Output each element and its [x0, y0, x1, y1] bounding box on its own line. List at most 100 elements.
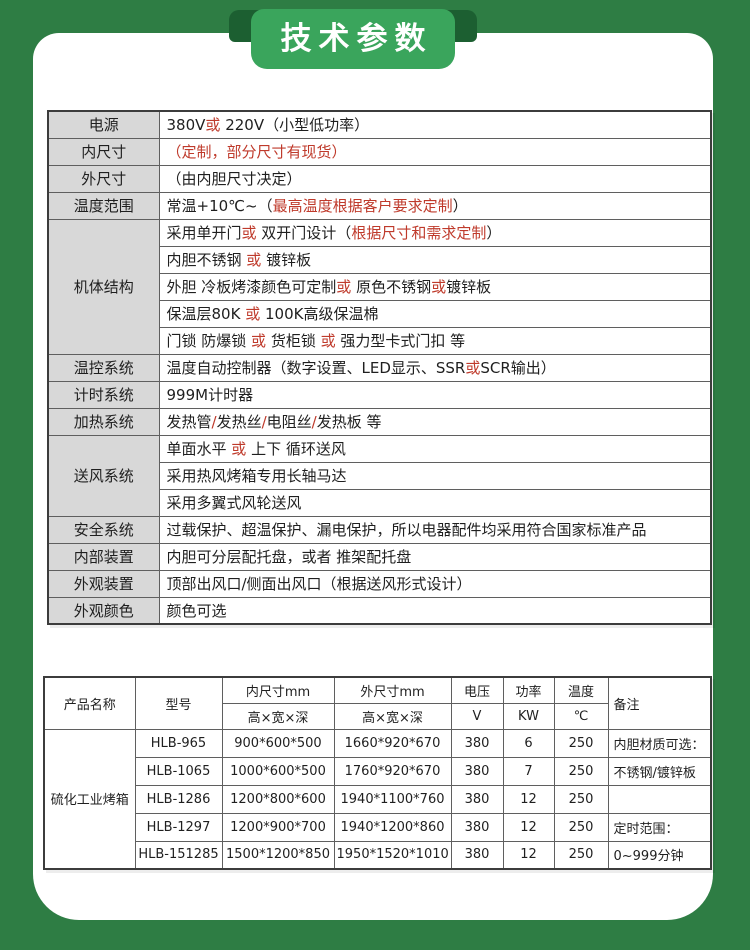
spec-label: 安全系统	[47, 515, 160, 544]
spec-row: 温控系统 温度自动控制器（数字设置、LED显示、SSR或SCR输出）	[47, 353, 712, 382]
text-segment: 380V	[166, 116, 206, 135]
spec-label: 计时系统	[47, 380, 160, 409]
product-row: HLB-151285 1500*1200*850 1950*1520*1010 380…	[44, 840, 712, 870]
product-row: 硫化工业烤箱 HLB-965 900*600*500 1660*920*670 380 6…	[43, 728, 712, 870]
outer-size-cell: 1660*920*670	[333, 728, 452, 758]
outer-size-cell: 1940*1100*760	[333, 784, 452, 814]
power-cell: 7	[502, 756, 555, 786]
product-header-cell: 产品名称	[43, 676, 136, 730]
spec-row: 外观装置 顶部出风口/侧面出风口（根据送风形式设计）	[47, 569, 712, 598]
spec-value: （由内胆尺寸决定）	[158, 164, 712, 193]
spec-label: 外观颜色	[47, 596, 160, 625]
text-segment: 双开门设计（	[256, 224, 352, 242]
product-header-cell: 型号	[134, 676, 223, 730]
power-cell: 12	[502, 784, 555, 814]
voltage-cell: 380	[450, 784, 504, 814]
product-header-cell: 外尺寸mm	[333, 676, 452, 704]
spec-value: （定制，部分尺寸有现货）	[158, 137, 712, 166]
product-header-subrow: 高×宽×深 高×宽×深 V KW ℃	[44, 702, 711, 730]
spec-row: 采用多翼式风轮送风	[48, 488, 712, 517]
inner-size-cell: 1200*900*700	[221, 812, 335, 842]
temperature-cell: 250	[553, 784, 609, 814]
text-segment: 发热管	[166, 413, 212, 431]
spec-row: 采用热风烤箱专用长轴马达	[48, 461, 712, 490]
text-segment: 镀锌板	[261, 251, 312, 269]
inner-size-cell: 1500*1200*850	[221, 840, 335, 870]
product-row: HLB-1065 1000*600*500 1760*920*670 380 7 250 不…	[44, 756, 712, 786]
spec-row: 温度范围 常温+10℃~（最高温度根据客户要求定制）	[47, 191, 712, 220]
voltage-cell: 380	[450, 728, 504, 758]
model-cell: HLB-151285	[134, 840, 223, 870]
spec-value: 999M计时器	[158, 380, 712, 409]
spec-row: 加热系统 发热管/发热丝/电阻丝/发热板 等	[47, 407, 712, 436]
text-segment: SCR输出）	[480, 359, 556, 377]
text-segment: 内胆不锈钢	[166, 251, 247, 269]
product-header-unit-cell: V	[450, 702, 504, 730]
text-segment: 原色不锈钢	[351, 278, 432, 296]
spec-row: 内胆不锈钢 或 镀锌板	[48, 245, 712, 274]
voltage-cell: 380	[450, 840, 504, 870]
spec-value: 内胆可分层配托盘，或者 推架配托盘	[158, 542, 712, 571]
temperature-cell: 250	[553, 840, 609, 870]
spec-row: 电源 380V或 220V（小型低功率）	[47, 110, 712, 139]
spec-label: 温控系统	[47, 353, 160, 382]
spec-value: 单面水平 或 上下 循环送风	[158, 434, 712, 463]
text-segment: 顶部出风口/侧面出风口（根据送风形式设计）	[166, 575, 472, 593]
product-header-cell: 备注	[607, 676, 712, 730]
product-table: 产品名称 型号 内尺寸mm 外尺寸mm 电压 功率 温度 备注 高×宽×深 高×宽×深 V KW ℃ 硫…	[43, 676, 712, 870]
remark-cell: 定时范围：	[607, 812, 712, 842]
spec-row: 内部装置 内胆可分层配托盘，或者 推架配托盘	[47, 542, 712, 571]
model-cell: HLB-1065	[134, 756, 223, 786]
spec-row: 内尺寸 （定制，部分尺寸有现货）	[47, 137, 712, 166]
spec-label: 送风系统	[47, 434, 160, 517]
text-segment: 单面水平	[166, 440, 232, 458]
power-cell: 12	[502, 812, 555, 842]
product-header-unit-cell: 高×宽×深	[221, 702, 335, 730]
spec-label: 内部装置	[47, 542, 160, 571]
product-header-unit-cell: ℃	[553, 702, 609, 730]
text-segment: 货柜锁	[266, 332, 321, 350]
text-segment: 电阻丝	[266, 413, 312, 431]
text-segment: 发热丝	[216, 413, 262, 431]
spec-value: 过载保护、超温保护、漏电保护，所以电器配件均采用符合国家标准产品	[158, 515, 712, 544]
highlighted-text: 或	[320, 332, 336, 350]
spec-value: 采用多翼式风轮送风	[158, 488, 712, 517]
highlighted-text: 或	[231, 440, 247, 458]
temperature-cell: 250	[553, 812, 609, 842]
highlighted-text: 或	[205, 116, 221, 135]
highlighted-text: 或	[246, 251, 262, 269]
text-segment: 常温+10℃~（	[166, 197, 273, 215]
highlighted-text: /	[261, 413, 267, 431]
text-segment: 门锁 防爆锁	[166, 332, 252, 350]
text-segment: （由内胆尺寸决定）	[166, 170, 302, 188]
text-segment: 999M计时器	[166, 386, 254, 404]
product-header-row: 产品名称 型号 内尺寸mm 外尺寸mm 电压 功率 温度 备注	[43, 676, 712, 730]
remark-cell: 内胆材质可选：	[607, 728, 712, 758]
product-header-cell: 温度	[553, 676, 609, 704]
spec-value: 380V或 220V（小型低功率）	[158, 110, 712, 139]
spec-value: 温度自动控制器（数字设置、LED显示、SSR或SCR输出）	[158, 353, 712, 382]
text-segment: 内胆可分层配托盘，或者 推架配托盘	[166, 548, 412, 566]
spec-label: 加热系统	[47, 407, 160, 436]
model-cell: HLB-965	[134, 728, 223, 758]
text-segment: 外胆 冷板烤漆颜色可定制	[166, 278, 337, 296]
inner-size-cell: 1200*800*600	[221, 784, 335, 814]
text-segment: 上下 循环送风	[246, 440, 346, 458]
highlighted-text: 或	[465, 359, 481, 377]
text-segment: 温度自动控制器（数字设置、LED显示、SSR	[166, 359, 466, 377]
remark-cell: 0~999分钟	[607, 840, 712, 870]
outer-size-cell: 1940*1200*860	[333, 812, 452, 842]
voltage-cell: 380	[450, 756, 504, 786]
spec-row: 外胆 冷板烤漆颜色可定制或 原色不锈钢或镀锌板	[48, 272, 712, 301]
outer-size-cell: 1950*1520*1010	[333, 840, 452, 870]
text-segment: ）	[486, 224, 502, 242]
spec-value: 外胆 冷板烤漆颜色可定制或 原色不锈钢或镀锌板	[158, 272, 712, 301]
text-segment: 100K高级保温棉	[260, 305, 379, 323]
spec-label: 温度范围	[47, 191, 160, 220]
spec-row: 门锁 防爆锁 或 货柜锁 或 强力型卡式门扣 等	[48, 326, 712, 355]
text-segment: 发热板 等	[316, 413, 382, 431]
highlighted-text: 或	[431, 278, 447, 296]
spec-label: 内尺寸	[47, 137, 160, 166]
text-segment: 220V（小型低功率）	[220, 116, 370, 135]
spec-value: 采用单开门或 双开门设计（根据尺寸和需求定制）	[158, 218, 712, 247]
